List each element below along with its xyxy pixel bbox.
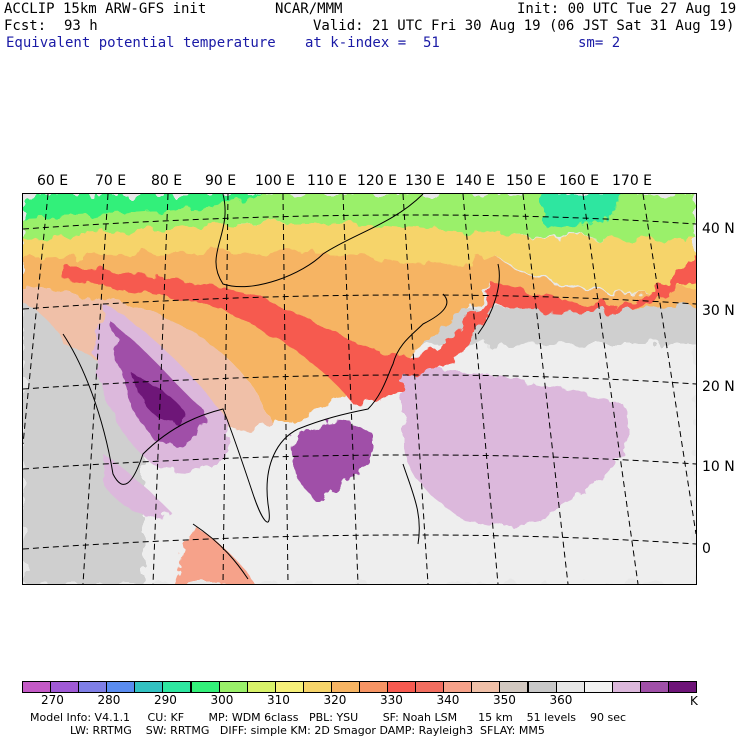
colorbar-swatch xyxy=(78,681,108,693)
lon-label: 130 E xyxy=(405,173,446,189)
lon-label: 110 E xyxy=(307,173,348,189)
lon-label: 170 E xyxy=(612,173,653,189)
lon-label: 90 E xyxy=(205,173,237,189)
colorbar xyxy=(22,681,697,694)
lat-label: 20 N xyxy=(702,379,735,395)
colorbar-swatch xyxy=(667,681,697,693)
colorbar-swatch xyxy=(134,681,164,693)
model-info-line2: LW: RRTMG SW: RRTMG DIFF: simple KM: 2D … xyxy=(70,724,545,737)
colorbar-tick-label: 290 xyxy=(154,693,177,707)
org-label: NCAR/MMM xyxy=(275,1,343,17)
colorbar-swatch xyxy=(555,681,585,693)
colorbar-swatch xyxy=(443,681,473,693)
forecast-label: Fcst: xyxy=(4,18,47,34)
colorbar-swatch xyxy=(527,681,557,693)
level-info: at k-index = 51 xyxy=(305,35,440,51)
colorbar-swatch xyxy=(415,681,445,693)
colorbar-tick-label: 270 xyxy=(41,693,64,707)
model-info-line1: Model Info: V4.1.1 CU: KF MP: WDM 6class… xyxy=(30,711,627,724)
colorbar-swatch xyxy=(50,681,80,693)
lat-label: 10 N xyxy=(702,459,735,475)
equivalent-potential-temperature-map xyxy=(22,193,697,585)
lat-label: 40 N xyxy=(702,221,735,237)
colorbar-swatch xyxy=(330,681,360,693)
forecast-hours: 93 h xyxy=(64,18,98,34)
colorbar-tick-label: 330 xyxy=(380,693,403,707)
colorbar-swatch xyxy=(106,681,136,693)
colorbar-swatch xyxy=(359,681,389,693)
colorbar-swatch xyxy=(22,681,52,693)
field-name: Equivalent potential temperature xyxy=(6,35,276,51)
lon-label: 100 E xyxy=(255,173,296,189)
colorbar-swatch xyxy=(499,681,529,693)
colorbar-tick-label: 350 xyxy=(493,693,516,707)
colorbar-swatch xyxy=(639,681,669,693)
lon-label: 70 E xyxy=(95,173,127,189)
lat-label: 30 N xyxy=(702,303,735,319)
colorbar-swatch xyxy=(583,681,613,693)
colorbar-swatch xyxy=(302,681,332,693)
colorbar-tick-label: 340 xyxy=(436,693,460,707)
colorbar-tick-label: 300 xyxy=(210,693,234,707)
model-title: ACCLIP 15km ARW-GFS init xyxy=(4,1,207,17)
colorbar-swatch xyxy=(611,681,641,693)
lon-label: 60 E xyxy=(37,173,69,189)
lon-label: 160 E xyxy=(559,173,600,189)
colorbar-swatch xyxy=(218,681,248,693)
colorbar-swatch xyxy=(274,681,304,693)
init-time: Init: 00 UTC Tue 27 Aug 19 xyxy=(517,1,737,17)
colorbar-tick-label: 280 xyxy=(97,693,121,707)
lon-label: 120 E xyxy=(357,173,398,189)
colorbar-swatch xyxy=(387,681,417,693)
smoothing-info: sm= 2 xyxy=(578,35,621,51)
colorbar-tick-label: 360 xyxy=(549,693,573,707)
lon-label: 140 E xyxy=(455,173,496,189)
lat-label: 0 xyxy=(702,541,711,557)
colorbar-swatch xyxy=(471,681,501,693)
colorbar-swatch xyxy=(246,681,276,693)
colorbar-tick-label: 310 xyxy=(267,693,290,707)
colorbar-tick-label: 320 xyxy=(323,693,347,707)
lon-label: 150 E xyxy=(506,173,547,189)
lon-label: 80 E xyxy=(151,173,183,189)
colorbar-swatch xyxy=(162,681,192,693)
colorbar-unit: K xyxy=(690,694,698,708)
valid-time: Valid: 21 UTC Fri 30 Aug 19 (06 JST Sat … xyxy=(313,18,735,34)
colorbar-swatch xyxy=(190,681,220,693)
